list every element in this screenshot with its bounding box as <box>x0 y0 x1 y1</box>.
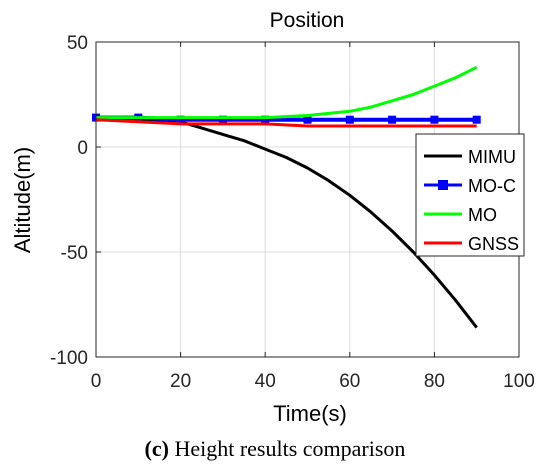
x-tick-label: 40 <box>255 371 276 392</box>
y-axis-ticks: 50 0 -50 -100 <box>50 33 519 369</box>
series-mo-c-point <box>303 115 312 124</box>
x-axis-ticks: 0 20 40 60 80 100 <box>91 42 535 392</box>
series-mo-c-point <box>218 115 227 124</box>
series-mo-c-point <box>176 115 185 124</box>
series-gnss-line <box>95 118 477 128</box>
y-tick-label: -50 <box>61 243 88 264</box>
x-tick-label: 0 <box>91 371 102 392</box>
series-mo-c-point <box>472 115 481 124</box>
caption-label: (c) <box>144 436 169 461</box>
series-layer <box>92 65 481 329</box>
series-mo-c-point <box>261 115 270 124</box>
legend-label-mimu: MIMU <box>468 147 516 167</box>
x-axis-label: Time(s) <box>273 401 347 426</box>
x-tick-label: 20 <box>170 371 191 392</box>
figure-caption: (c) Height results comparison <box>0 436 550 462</box>
caption-text: Height results comparison <box>168 436 406 461</box>
y-tick-label: 50 <box>67 33 88 54</box>
legend-marker-mo-c <box>438 180 448 190</box>
x-tick-label: 80 <box>424 371 445 392</box>
series-mo-c-point <box>345 115 354 124</box>
x-tick-label: 100 <box>503 371 535 392</box>
series-mo-line <box>96 65 478 120</box>
altitude-chart: 0 20 40 60 80 100 50 0 -50 -100 Position Time(s)… <box>10 9 535 426</box>
y-tick-label: 0 <box>77 138 88 159</box>
chart-title: Position <box>270 9 345 32</box>
y-axis-label: Altitude(m) <box>10 147 35 253</box>
series-mo-c-point <box>430 115 439 124</box>
legend-label-mo-c: MO-C <box>468 176 516 196</box>
legend: MIMU MO-C MO GNSS <box>415 133 525 257</box>
legend-box <box>415 133 525 257</box>
legend-label-mo: MO <box>468 205 497 225</box>
series-mo-c-point <box>388 115 397 124</box>
series-mimu-line <box>96 118 478 329</box>
x-tick-label: 60 <box>339 371 360 392</box>
legend-label-gnss: GNSS <box>468 234 519 254</box>
y-tick-label: -100 <box>50 348 88 369</box>
